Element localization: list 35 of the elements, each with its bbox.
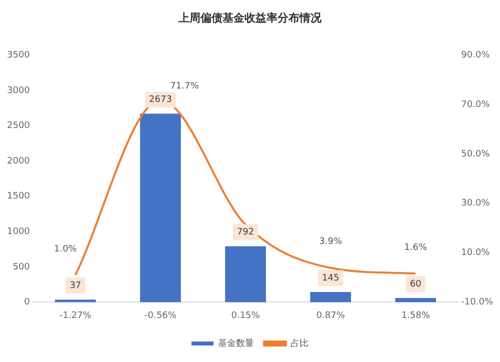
y2-tick-label: 50.0% (461, 149, 490, 160)
x-tick-label: -1.27% (60, 310, 92, 321)
y-tick-label: 3000 (7, 86, 30, 96)
data-label: 71.7% (170, 82, 200, 92)
data-label: 792 (236, 228, 254, 238)
data-label: 3.9% (319, 237, 342, 248)
y-tick-label: 2000 (7, 156, 30, 166)
y2-tick-label: 10.0% (461, 248, 490, 258)
y-tick-label: 1500 (7, 192, 30, 202)
x-tick-label: 0.87% (316, 310, 346, 321)
y-tick-label: 2500 (7, 121, 30, 132)
y2-tick-label: -10.0% (461, 298, 494, 308)
x-tick-label: -0.56% (144, 310, 177, 321)
y-tick-label: 1000 (7, 226, 30, 237)
data-label: 1.0% (54, 244, 78, 254)
x-tick-label: 0.15% (231, 310, 260, 321)
y-tick-label: 0 (24, 298, 30, 308)
legend-label: 占比 (290, 338, 308, 349)
data-label: 37 (70, 280, 82, 291)
data-label: 1.6% (404, 242, 428, 253)
y2-tick-label: 70.0% (461, 100, 490, 110)
bar (395, 298, 436, 302)
bar (140, 114, 181, 302)
legend-label: 基金数量 (218, 338, 254, 349)
bar (225, 246, 266, 302)
bar (310, 292, 351, 302)
data-label: 145 (322, 273, 340, 284)
x-tick-label: 1.58% (401, 310, 430, 321)
y-tick-label: 500 (12, 262, 30, 272)
chart-title: 上周偏债基金收益率分布情况 (178, 11, 322, 24)
y2-tick-label: 90.0% (461, 50, 490, 61)
bar (55, 300, 96, 302)
y-tick-label: 3500 (7, 50, 30, 61)
y2-tick-label: 30.0% (461, 198, 490, 209)
data-label: 60 (410, 279, 422, 290)
